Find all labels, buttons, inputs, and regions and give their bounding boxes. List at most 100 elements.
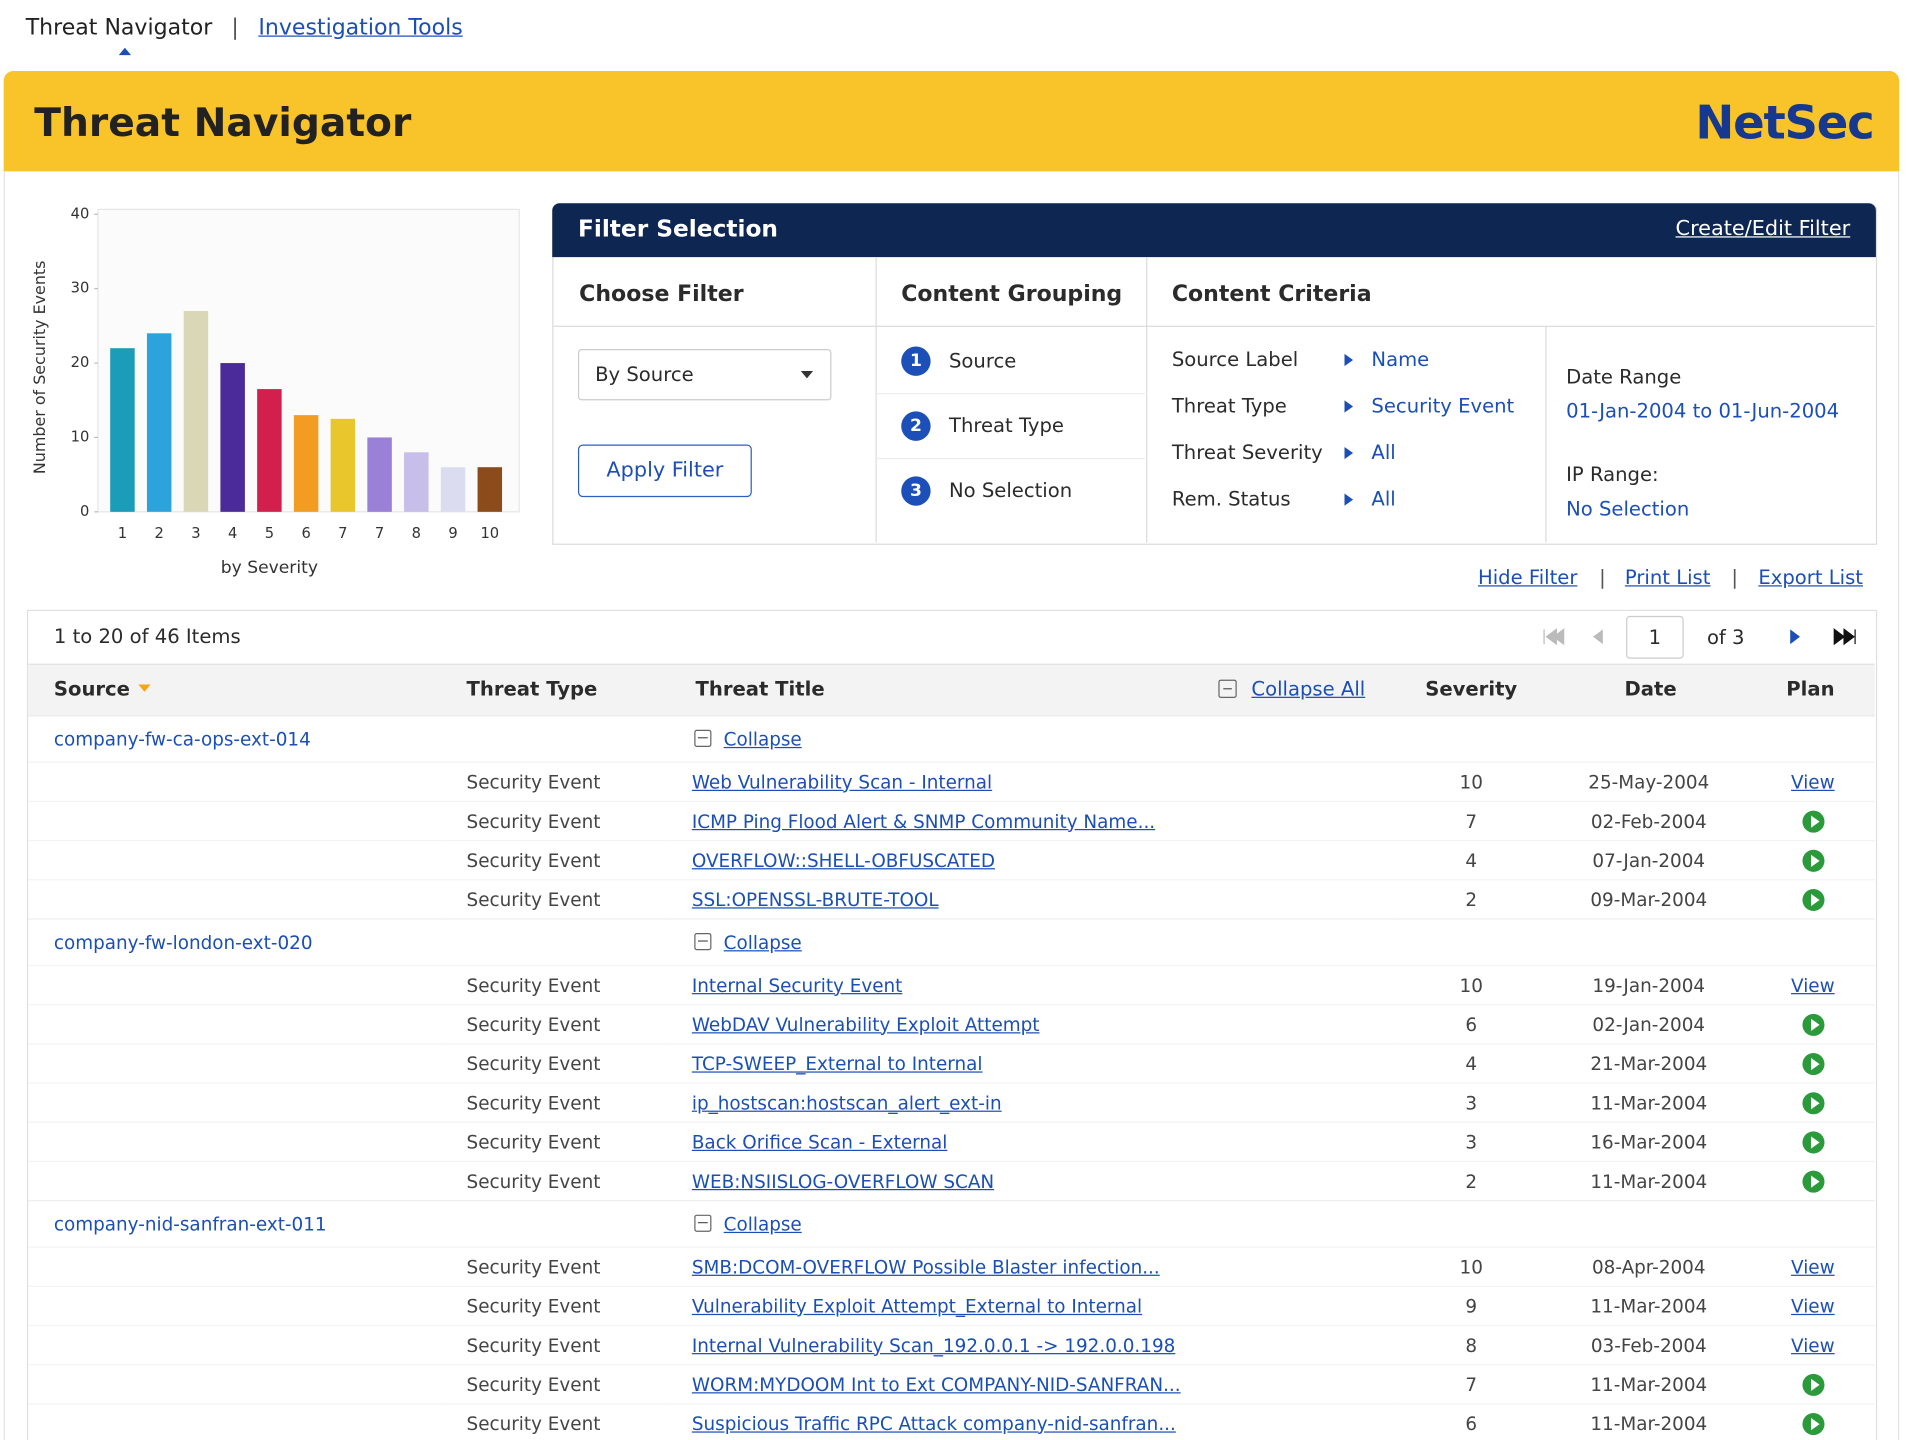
threat-title[interactable]: WEB:NSIISLOG-OVERFLOW SCAN <box>691 1170 995 1193</box>
column-header: Date <box>1624 677 1677 701</box>
plan-cell <box>1751 841 1875 880</box>
nav-active[interactable]: Threat Navigator <box>25 14 213 41</box>
plan-go-icon[interactable] <box>1801 1091 1824 1114</box>
threat-title[interactable]: Back Orifice Scan - External <box>691 1130 948 1153</box>
threat-title[interactable]: WebDAV Vulnerability Exploit Attempt <box>691 1013 1040 1036</box>
nav-link[interactable]: Investigation Tools <box>258 14 463 41</box>
severity: 10 <box>1459 974 1483 997</box>
threat-row: Security Event Back Orifice Scan - Extern… <box>28 1122 1875 1161</box>
column-heading: Content Criteria <box>1171 281 1372 308</box>
header-bar <box>3 71 1900 172</box>
threat-title[interactable]: Internal Security Event <box>691 974 903 997</box>
divider <box>876 393 1145 395</box>
threat-title[interactable]: SSL:OPENSSL-BRUTE-TOOL <box>691 888 939 911</box>
plan-view-link[interactable]: View <box>1791 770 1835 793</box>
severity: 4 <box>1465 1052 1478 1075</box>
cell <box>441 716 668 763</box>
threat-title[interactable]: Suspicious Traffic RPC Attack company-ni… <box>691 1412 1176 1435</box>
plan-view-link[interactable]: View <box>1791 974 1835 997</box>
severity: 2 <box>1465 1170 1478 1193</box>
collapse-icon[interactable] <box>694 1214 712 1232</box>
cell <box>28 1286 441 1325</box>
y-tick-label: 10 <box>71 428 90 445</box>
plan-cell <box>1751 1005 1875 1044</box>
date-range-value: 01-Jan-2004 to 01-Jun-2004 <box>1566 399 1840 423</box>
severity: 3 <box>1465 1130 1478 1153</box>
dropdown-arrow <box>800 371 814 379</box>
criteria-value[interactable]: Security Event <box>1371 394 1515 418</box>
threat-title[interactable]: Web Vulnerability Scan - Internal <box>691 770 993 793</box>
plan-cell: View <box>1751 966 1875 1005</box>
collapse-icon[interactable] <box>694 932 712 950</box>
plan-view-link[interactable]: View <box>1791 1294 1835 1317</box>
action-link[interactable]: Print List <box>1624 565 1711 589</box>
plan-go-icon[interactable] <box>1801 1013 1824 1036</box>
criteria-label: Source Label <box>1171 347 1299 372</box>
plan-go-icon[interactable] <box>1801 849 1824 872</box>
column-header: Plan <box>1786 677 1835 701</box>
plan-go-icon[interactable] <box>1801 1052 1824 1075</box>
plan-go-icon[interactable] <box>1801 888 1824 911</box>
date: 11-Mar-2004 <box>1590 1091 1708 1114</box>
bar <box>330 418 356 512</box>
plan-go-icon[interactable] <box>1801 1131 1824 1154</box>
step-number: 1 <box>901 346 931 376</box>
column-heading: Content Grouping <box>901 281 1123 308</box>
action-link[interactable]: Hide Filter <box>1477 565 1578 589</box>
threat-title[interactable]: TCP-SWEEP_External to Internal <box>691 1052 983 1075</box>
collapse-link[interactable]: Collapse <box>723 1212 802 1235</box>
threat-table: company-fw-ca-ops-ext-014 Collapse Securit… <box>28 715 1875 1440</box>
plan-view-link[interactable]: View <box>1791 1255 1835 1278</box>
threat-title[interactable]: ICMP Ping Flood Alert & SNMP Community N… <box>691 810 1156 833</box>
bar <box>183 310 209 512</box>
cell <box>28 1083 441 1122</box>
collapse-link[interactable]: Collapse <box>723 931 802 954</box>
threat-title[interactable]: Internal Vulnerability Scan_192.0.0.1 ->… <box>691 1334 1176 1357</box>
plan-go-icon[interactable] <box>1801 1170 1824 1193</box>
column-header[interactable]: Source <box>53 677 130 701</box>
plan-cell <box>1751 1404 1875 1440</box>
pager-icons[interactable] <box>1540 626 1871 650</box>
group-source[interactable]: company-fw-ca-ops-ext-014 <box>53 727 311 750</box>
threat-title[interactable]: OVERFLOW::SHELL-OBFUSCATED <box>691 849 995 872</box>
criteria-value[interactable]: All <box>1371 440 1396 465</box>
plan-go-icon[interactable] <box>1801 810 1824 833</box>
threat-title[interactable]: ip_hostscan:hostscan_alert_ext-in <box>691 1091 1002 1114</box>
edit-filter-link[interactable]: Create/Edit Filter <box>1675 216 1851 242</box>
collapse-all-link[interactable]: Collapse All <box>1251 677 1366 701</box>
filter-panel <box>552 203 1878 545</box>
threat-type: Security Event <box>466 849 601 872</box>
group-source[interactable]: company-nid-sanfran-ext-011 <box>53 1212 327 1235</box>
action-link[interactable]: Export List <box>1758 565 1863 589</box>
threat-row: Security Event WORM:MYDOOM Int to Ext COM… <box>28 1364 1875 1404</box>
y-tick-label: 40 <box>71 205 90 222</box>
threat-title[interactable]: Vulnerability Exploit Attempt_External t… <box>691 1294 1143 1317</box>
plan-go-icon[interactable] <box>1801 1413 1824 1436</box>
group-source[interactable]: company-fw-london-ext-020 <box>53 931 313 954</box>
threat-type: Security Event <box>466 1091 601 1114</box>
collapse-icon[interactable] <box>694 729 712 747</box>
collapse-link[interactable]: Collapse <box>723 727 802 750</box>
x-tick-label: 4 <box>228 525 237 542</box>
cell <box>28 841 441 880</box>
date: 25-May-2004 <box>1588 770 1710 793</box>
x-tick-label: 3 <box>191 525 200 542</box>
collapse-all-icon[interactable] <box>1218 679 1237 698</box>
column-header: Severity <box>1425 677 1518 701</box>
plan-cell: View <box>1751 1247 1875 1286</box>
date: 09-Mar-2004 <box>1590 888 1708 911</box>
criteria-value[interactable]: Name <box>1371 347 1430 372</box>
criteria-value[interactable]: All <box>1371 487 1396 511</box>
apply-button[interactable]: Apply Filter <box>577 444 752 498</box>
threat-title[interactable]: SMB:DCOM-OVERFLOW Possible Blaster infec… <box>691 1255 1160 1278</box>
threat-type: Security Event <box>466 1130 601 1153</box>
threat-title[interactable]: WORM:MYDOOM Int to Ext COMPANY-NID-SANFR… <box>691 1373 1181 1396</box>
plan-cell <box>1751 880 1875 919</box>
plan-view-link[interactable]: View <box>1791 1334 1835 1357</box>
filter-select[interactable] <box>577 348 832 401</box>
severity: 9 <box>1465 1294 1478 1317</box>
select-value: By Source <box>595 362 694 386</box>
plan-go-icon[interactable] <box>1801 1373 1824 1396</box>
date: 07-Jan-2004 <box>1592 849 1706 872</box>
page-input[interactable]: 1 <box>1626 615 1684 659</box>
